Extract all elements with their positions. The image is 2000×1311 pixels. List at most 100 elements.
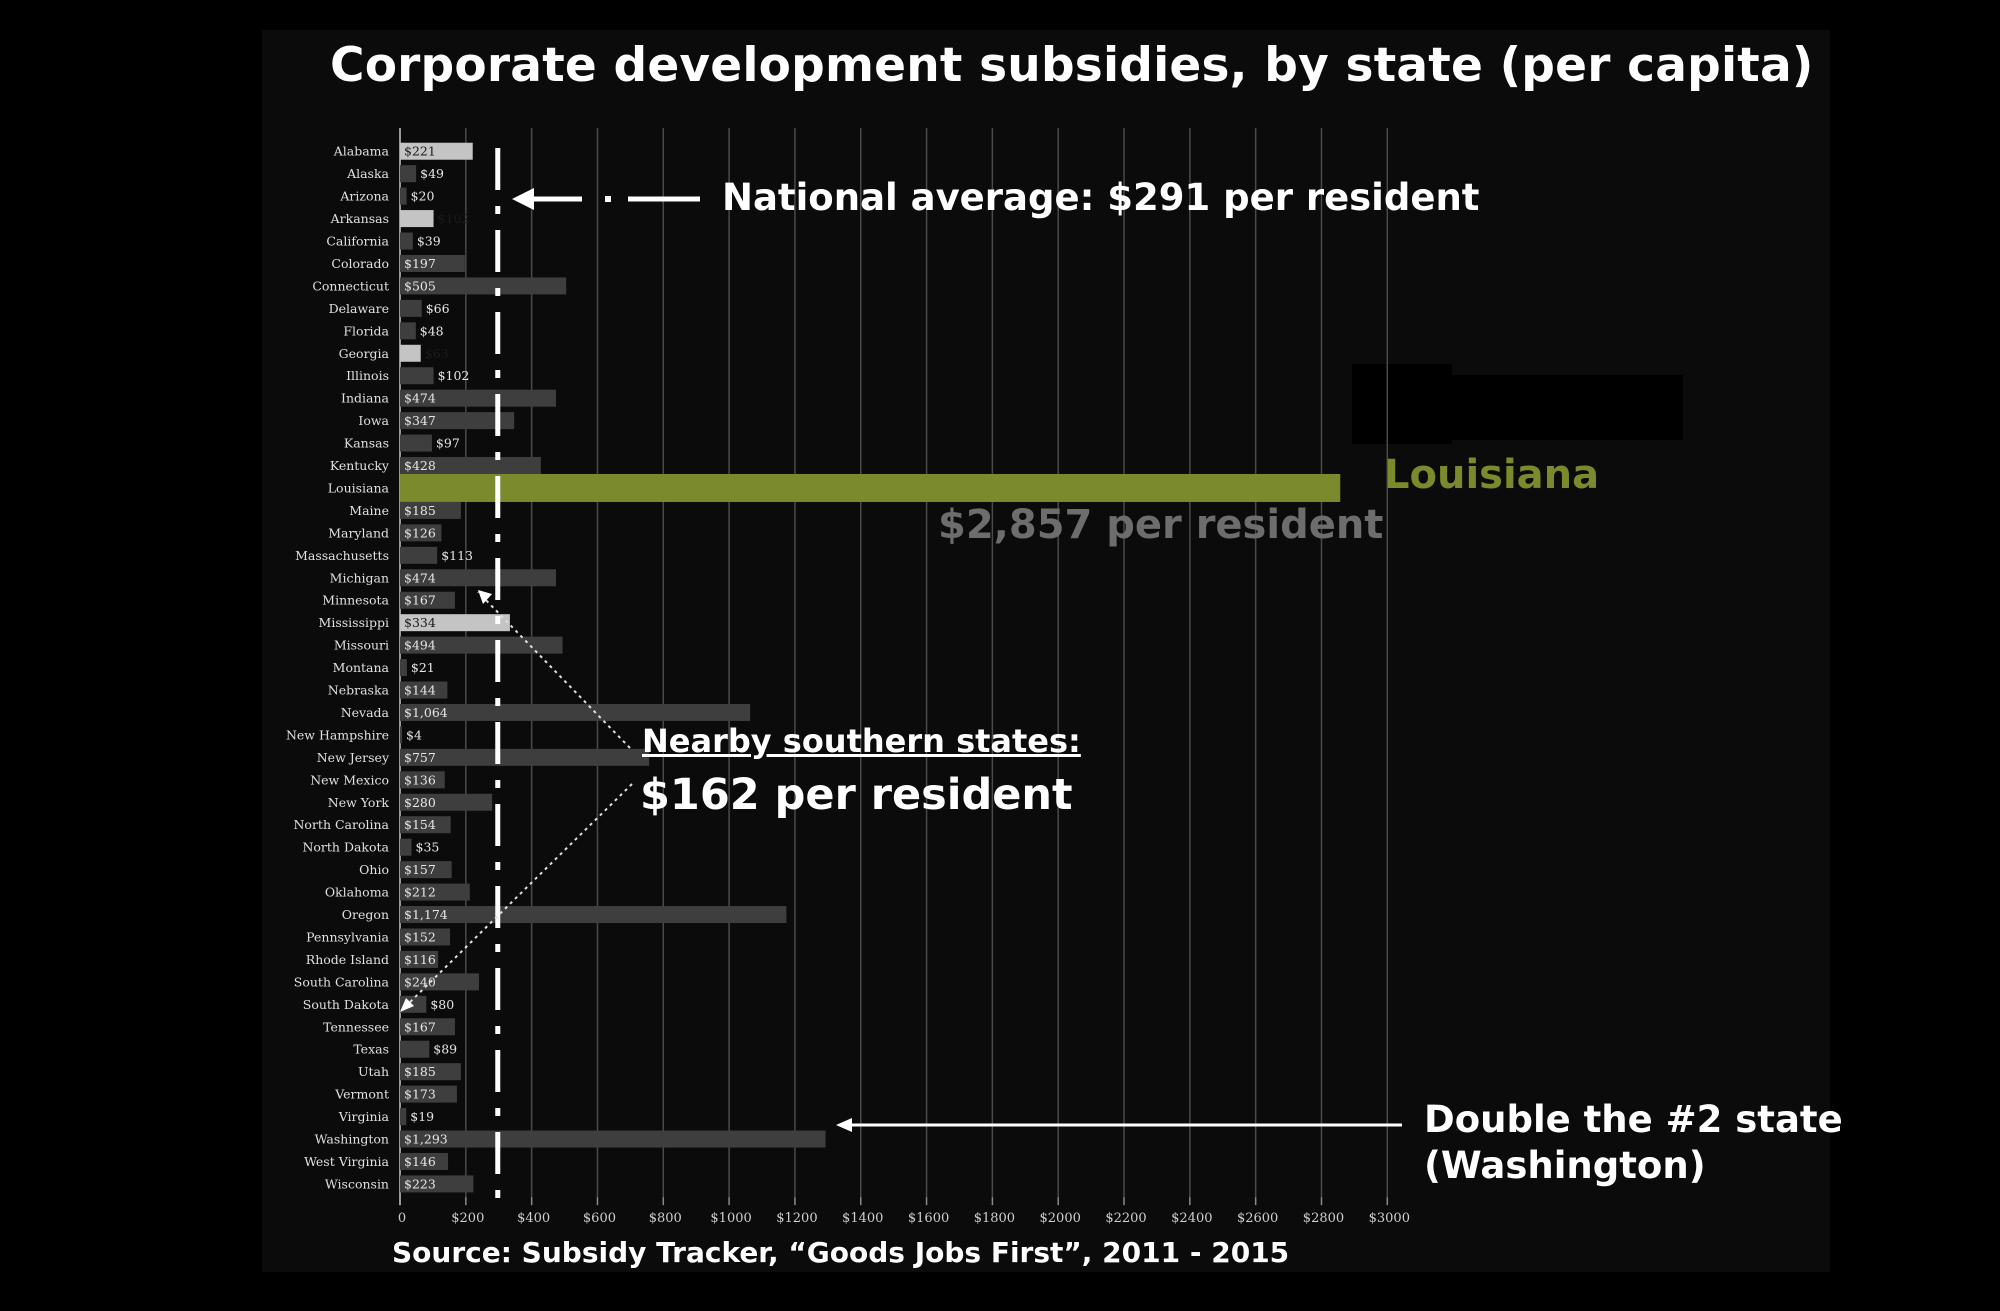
- bar-iowa: [400, 412, 515, 430]
- category-label: Minnesota: [322, 593, 389, 608]
- category-label: Iowa: [358, 413, 389, 428]
- bar-mississippi: [400, 614, 510, 632]
- category-label: Nebraska: [328, 683, 390, 698]
- bar-michigan: [400, 569, 556, 587]
- category-label: Michigan: [330, 570, 389, 585]
- x-tick-label: $2800: [1303, 1211, 1344, 1226]
- category-label: New Hampshire: [286, 727, 389, 742]
- category-label: Utah: [358, 1064, 389, 1079]
- data-label: $4: [406, 727, 422, 742]
- bar-arizona: [400, 187, 407, 205]
- data-label: $1,174: [404, 907, 448, 922]
- data-label: $136: [404, 772, 436, 787]
- category-label: Virginia: [338, 1109, 390, 1124]
- data-label: $20: [411, 189, 435, 204]
- bar-alaska: [400, 165, 417, 183]
- source-note: Source: Subsidy Tracker, “Goods Jobs Fir…: [392, 1236, 1290, 1269]
- category-label: Delaware: [329, 301, 389, 316]
- x-tick-label: $400: [517, 1211, 550, 1226]
- data-label: $334: [404, 615, 436, 630]
- bar-wisconsin: [400, 1175, 474, 1193]
- data-label: $116: [404, 952, 436, 967]
- bar-minnesota: [400, 591, 455, 609]
- data-label: $280: [404, 795, 436, 810]
- bar-vermont: [400, 1085, 457, 1103]
- x-tick-label: $1600: [908, 1211, 949, 1226]
- category-label: Illinois: [346, 368, 389, 383]
- bar-illinois: [400, 367, 434, 385]
- bar-alabama: [400, 142, 473, 160]
- x-tick-label: $2000: [1040, 1211, 1081, 1226]
- category-label: Georgia: [339, 346, 390, 361]
- mississippi-arrowhead: [478, 590, 492, 604]
- double-annotation-line1: Double the #2 state: [1424, 1098, 1843, 1141]
- category-label: Tennessee: [323, 1019, 389, 1034]
- category-label: Mississippi: [319, 615, 389, 630]
- category-label: Indiana: [341, 391, 389, 406]
- data-label: $167: [404, 593, 436, 608]
- bar-maine: [400, 501, 461, 519]
- tennessee-arrowhead: [400, 998, 414, 1012]
- washington-arrowhead: [836, 1118, 852, 1132]
- bar-new-hampshire: [400, 726, 402, 744]
- data-label: $63: [425, 346, 449, 361]
- data-label: $185: [404, 1064, 436, 1079]
- x-tick-label: $2400: [1171, 1211, 1212, 1226]
- data-label: $35: [416, 840, 440, 855]
- category-label: New Mexico: [310, 772, 389, 787]
- data-label: $494: [404, 638, 436, 653]
- data-label: $757: [404, 750, 436, 765]
- category-label: Texas: [353, 1042, 389, 1057]
- bar-virginia: [400, 1108, 407, 1126]
- data-label: $102: [438, 368, 470, 383]
- bar-florida: [400, 322, 416, 340]
- data-label: $157: [404, 862, 436, 877]
- bar-south-carolina: [400, 973, 479, 991]
- x-tick-label: $200: [451, 1211, 484, 1226]
- data-label: $126: [404, 525, 436, 540]
- bar-pennsylvania: [400, 928, 451, 946]
- data-label: $39: [417, 234, 441, 249]
- x-tick-label: 0: [398, 1211, 406, 1226]
- category-label: Florida: [343, 323, 389, 338]
- data-label: $173: [404, 1087, 436, 1102]
- data-label: $185: [404, 503, 436, 518]
- bar-washington: [400, 1130, 826, 1148]
- data-label: $197: [404, 256, 436, 271]
- bar-missouri: [400, 636, 563, 654]
- category-label: Nevada: [341, 705, 390, 720]
- bar-georgia: [400, 344, 421, 362]
- bar-ohio: [400, 861, 452, 879]
- category-label: New Jersey: [317, 750, 390, 765]
- bar-connecticut: [400, 277, 567, 295]
- tennessee-leader: [403, 783, 633, 1009]
- category-label: Alaska: [346, 166, 389, 181]
- mississippi-leader: [477, 591, 631, 749]
- category-label: Maryland: [328, 525, 389, 540]
- category-label: South Dakota: [303, 997, 390, 1012]
- redaction-box: [1450, 375, 1683, 440]
- category-label: Wisconsin: [325, 1176, 389, 1191]
- national-average-leader-dot: [605, 196, 611, 202]
- bar-texas: [400, 1040, 430, 1058]
- bar-west-virginia: [400, 1152, 449, 1170]
- x-tick-label: $2200: [1105, 1211, 1146, 1226]
- data-label: $167: [404, 1019, 436, 1034]
- bar-california: [400, 232, 413, 250]
- bar-utah: [400, 1063, 461, 1081]
- x-tick-label: $1000: [710, 1211, 751, 1226]
- category-label: Kansas: [344, 436, 389, 451]
- bar-new-jersey: [400, 748, 650, 766]
- bar-louisiana: [400, 473, 1341, 502]
- bar-kansas: [400, 434, 432, 452]
- data-label: $146: [404, 1154, 436, 1169]
- bar-indiana: [400, 389, 556, 407]
- category-label: Oklahoma: [325, 885, 390, 900]
- category-label: Pennsylvania: [306, 929, 389, 944]
- louisiana-value-label: $2,857 per resident: [938, 502, 1384, 548]
- data-label: $223: [404, 1176, 436, 1191]
- data-label: $102: [438, 211, 470, 226]
- bar-nebraska: [400, 681, 448, 699]
- bar-kentucky: [400, 457, 541, 475]
